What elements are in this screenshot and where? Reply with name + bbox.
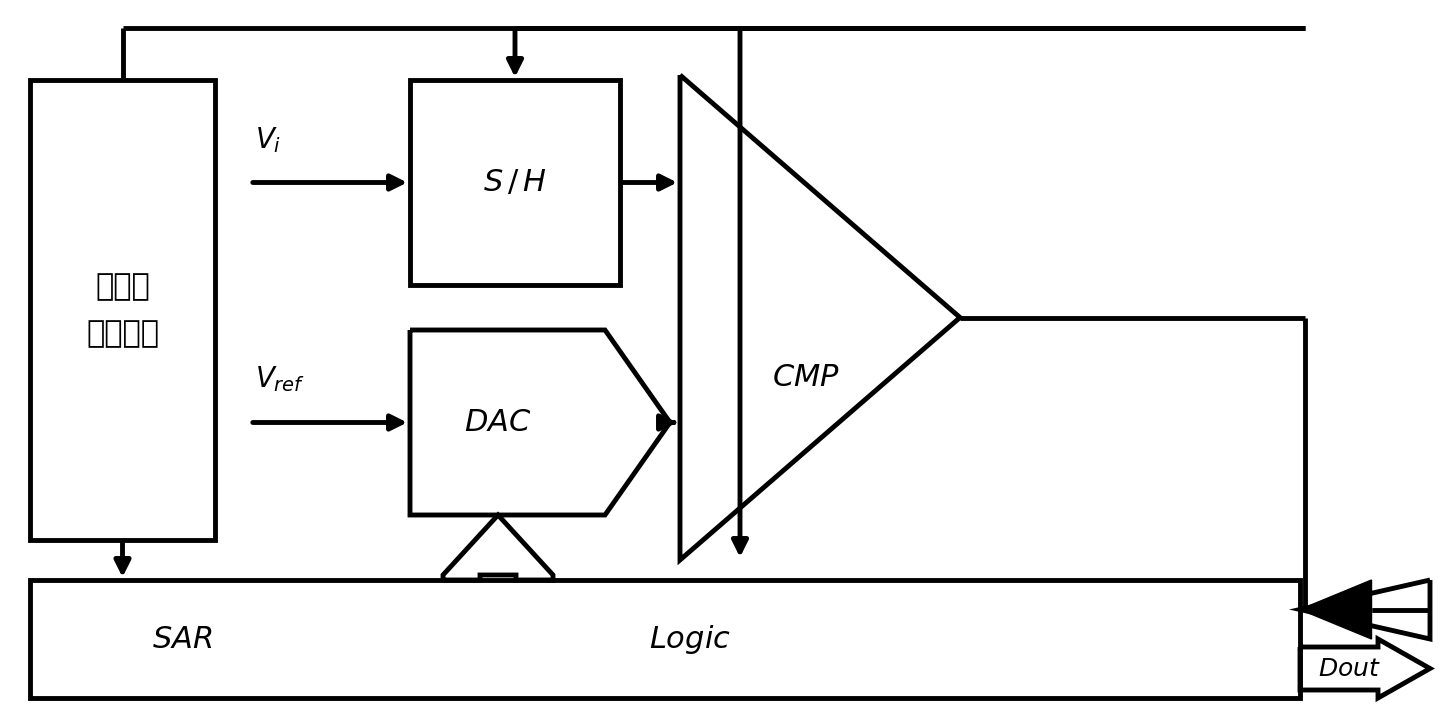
Bar	[30, 580, 1300, 698]
Text: $S\,/\,H$: $S\,/\,H$	[483, 168, 546, 197]
Bar	[411, 80, 620, 285]
Text: $V_{ref}$: $V_{ref}$	[255, 365, 305, 395]
Text: 偏置及
时钟电路: 偏置及 时钟电路	[86, 272, 159, 348]
Polygon shape	[1300, 580, 1372, 639]
Bar	[30, 80, 215, 540]
Text: $DAC$: $DAC$	[464, 408, 532, 437]
Text: $SAR$: $SAR$	[153, 625, 213, 653]
Text: $CMP$: $CMP$	[772, 363, 840, 392]
Text: $Dout$: $Dout$	[1319, 657, 1380, 680]
Text: $V_i$: $V_i$	[255, 125, 281, 155]
Text: $Logic$: $Logic$	[650, 623, 732, 655]
